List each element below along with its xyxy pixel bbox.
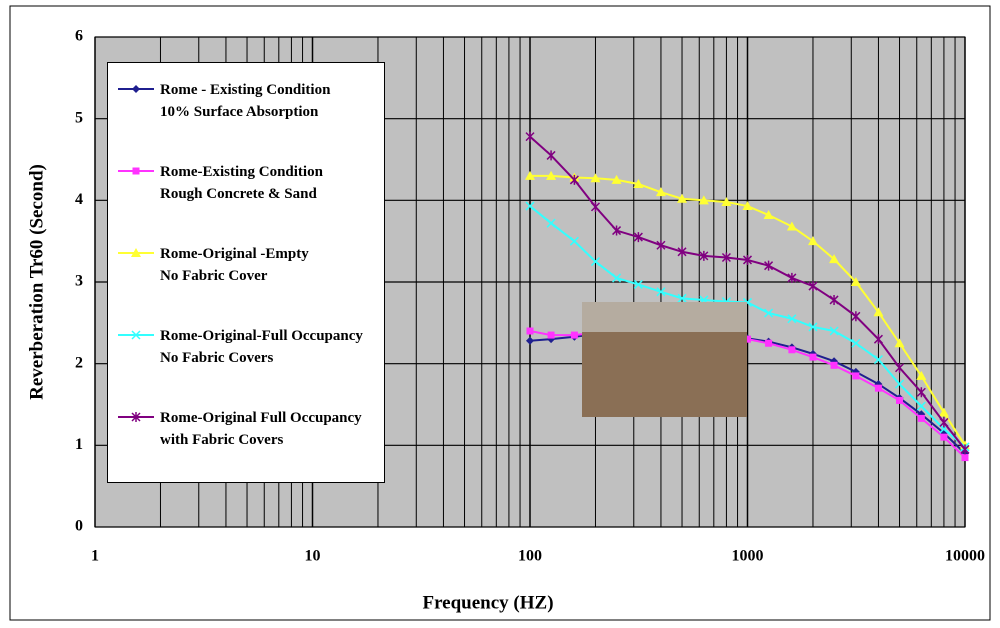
y-tick-label: 4 bbox=[75, 191, 83, 208]
legend-entry: Rome - Existing Condition 10% Surface Ab… bbox=[116, 79, 384, 161]
marker bbox=[765, 340, 772, 347]
legend: Rome - Existing Condition 10% Surface Ab… bbox=[107, 62, 385, 483]
legend-icon bbox=[116, 163, 156, 179]
marker bbox=[133, 168, 140, 175]
x-tick-label: 100 bbox=[518, 548, 542, 565]
y-tick-label: 0 bbox=[75, 518, 83, 535]
legend-label: Rome-Existing Condition Rough Concrete &… bbox=[160, 161, 323, 205]
legend-entry: Rome-Existing Condition Rough Concrete &… bbox=[116, 161, 384, 243]
legend-icon bbox=[116, 327, 156, 343]
y-tick-label: 6 bbox=[75, 28, 83, 45]
x-tick-label: 1000 bbox=[732, 548, 764, 565]
legend-label: Rome - Existing Condition 10% Surface Ab… bbox=[160, 79, 330, 123]
marker bbox=[527, 328, 534, 335]
y-tick-label: 5 bbox=[75, 109, 83, 126]
y-tick-label: 3 bbox=[75, 273, 83, 290]
marker bbox=[788, 346, 795, 353]
marker bbox=[940, 434, 947, 441]
legend-label: Rome-Original -Empty No Fabric Cover bbox=[160, 243, 309, 287]
marker bbox=[132, 85, 140, 93]
legend-entry: Rome-Original -Empty No Fabric Cover bbox=[116, 243, 384, 325]
marker bbox=[571, 332, 578, 339]
marker bbox=[918, 415, 925, 422]
y-axis-label: Reverberation Tr60 (Second) bbox=[26, 164, 47, 400]
legend-label: Rome-Original-Full Occupancy No Fabric C… bbox=[160, 325, 363, 369]
x-axis-label: Frequency (HZ) bbox=[422, 592, 553, 613]
y-tick-label: 1 bbox=[75, 436, 83, 453]
x-tick-label: 1 bbox=[91, 548, 99, 565]
x-tick-label: 10000 bbox=[945, 548, 985, 565]
x-tick-label: 10 bbox=[305, 548, 321, 565]
y-tick-label: 2 bbox=[75, 354, 83, 371]
legend-icon bbox=[116, 245, 156, 261]
marker bbox=[852, 372, 859, 379]
photo-top bbox=[582, 302, 747, 332]
legend-label: Rome-Original Full Occupancy with Fabric… bbox=[160, 407, 362, 451]
marker bbox=[896, 397, 903, 404]
marker bbox=[962, 454, 969, 461]
page: Frequency (HZ) Reverberation Tr60 (Secon… bbox=[0, 0, 1000, 628]
legend-icon bbox=[116, 81, 156, 97]
legend-icon bbox=[116, 409, 156, 425]
marker bbox=[548, 332, 555, 339]
marker bbox=[809, 354, 816, 361]
marker bbox=[831, 362, 838, 369]
marker bbox=[875, 385, 882, 392]
legend-entry: Rome-Original-Full Occupancy No Fabric C… bbox=[116, 325, 384, 407]
legend-entry: Rome-Original Full Occupancy with Fabric… bbox=[116, 407, 384, 489]
